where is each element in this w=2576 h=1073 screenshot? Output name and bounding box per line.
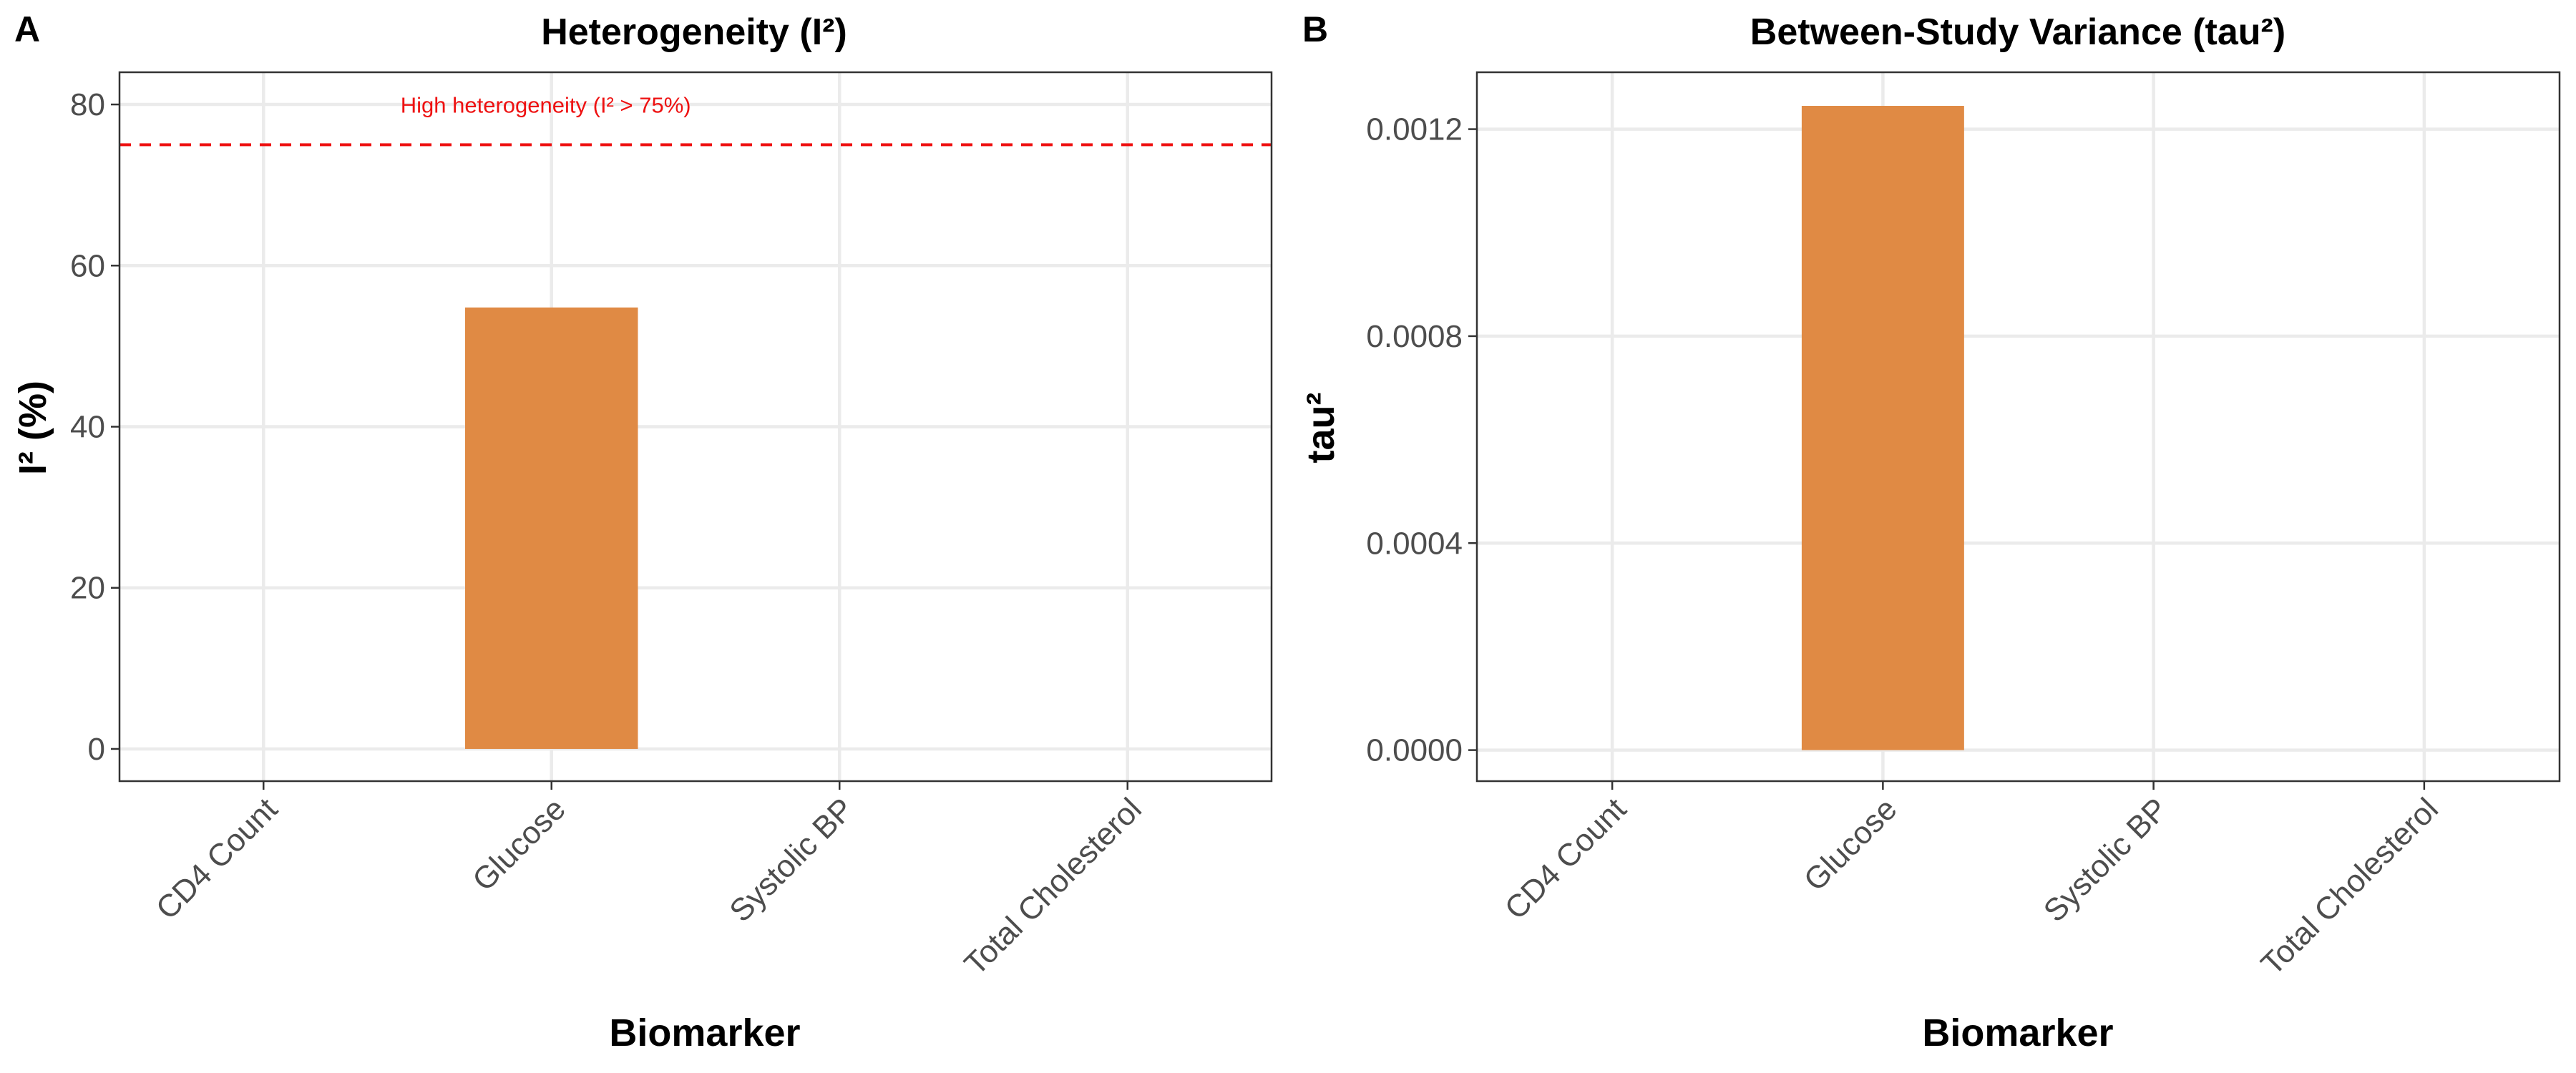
y-tick-label: 80 — [70, 87, 105, 122]
panel-a: A Heterogeneity (I²) Biomarker I² (%) Hi… — [11, 9, 1273, 1054]
x-tick-label: CD4 Count — [150, 791, 285, 926]
x-tick-label: Total Cholesterol — [2255, 791, 2445, 981]
x-tick-label: Systolic BP — [723, 791, 860, 929]
x-tick-label: CD4 Count — [1498, 791, 1634, 926]
y-tick-label: 0.0012 — [1366, 112, 1463, 147]
y-tick-label: 0.0000 — [1366, 733, 1463, 768]
y-tick-label: 60 — [70, 248, 105, 283]
chart-title: Between-Study Variance (tau²) — [1750, 11, 2285, 53]
y-axis-title: tau² — [1299, 393, 1342, 464]
x-axis-ticks: CD4 Count Glucose Systolic BP Total Cholest… — [1498, 781, 2445, 982]
reference-line-label: High heterogeneity (I² > 75%) — [401, 92, 691, 117]
y-tick-label: 0.0008 — [1366, 319, 1463, 354]
bar-glucose — [465, 307, 638, 749]
y-axis-title: I² (%) — [11, 381, 54, 475]
y-tick-label: 0 — [88, 732, 105, 767]
reference-line-group: High heterogeneity (I² > 75%) — [119, 92, 1272, 147]
grid-lines — [1477, 72, 2560, 781]
y-tick-label: 0.0004 — [1366, 526, 1463, 561]
x-tick-label: Glucose — [466, 791, 572, 898]
panel-b: B Between-Study Variance (tau²) Biomarke… — [1299, 9, 2561, 1054]
bars — [465, 307, 638, 749]
plot-frame — [1475, 71, 2561, 783]
x-axis-title: Biomarker — [1922, 1011, 2113, 1054]
y-tick-label: 20 — [70, 571, 105, 606]
x-axis-title: Biomarker — [609, 1011, 800, 1054]
panel-label: B — [1302, 9, 1328, 49]
panel-label: A — [14, 9, 40, 49]
x-tick-label: Total Cholesterol — [957, 791, 1148, 981]
y-tick-label: 40 — [70, 410, 105, 445]
x-tick-label: Systolic BP — [2037, 791, 2175, 929]
x-axis-ticks: CD4 Count Glucose Systolic BP Total Cholest… — [150, 781, 1148, 982]
y-axis-ticks: 0.0000 0.0004 0.0008 0.0012 — [1366, 112, 1477, 768]
bar-glucose — [1801, 106, 1964, 750]
bars — [1801, 106, 1964, 750]
y-axis-ticks: 0 20 40 60 80 — [70, 87, 119, 767]
chart-title: Heterogeneity (I²) — [541, 11, 847, 53]
grid-lines — [119, 72, 1272, 781]
x-tick-label: Glucose — [1797, 791, 1904, 898]
